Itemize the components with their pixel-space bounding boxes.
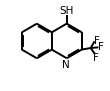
Text: F: F bbox=[98, 42, 104, 52]
Text: SH: SH bbox=[60, 6, 74, 16]
Text: F: F bbox=[93, 53, 99, 63]
Text: N: N bbox=[62, 60, 70, 70]
Text: F: F bbox=[94, 36, 100, 46]
